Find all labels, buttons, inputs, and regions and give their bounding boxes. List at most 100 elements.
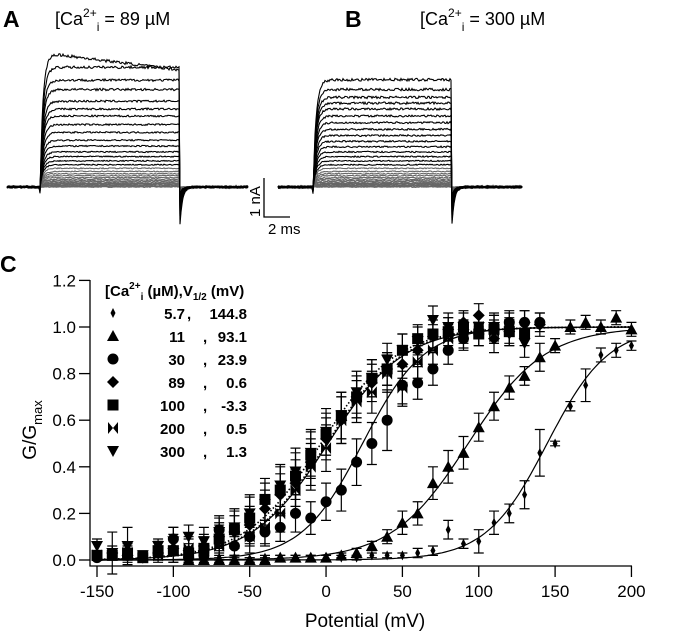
data-point-small-diamond xyxy=(430,545,436,556)
legend-comma: , xyxy=(203,421,207,438)
data-point-triangle-down xyxy=(197,536,210,548)
y-tick-label: 0.0 xyxy=(52,551,76,570)
data-points xyxy=(91,303,638,575)
data-point-triangle-up xyxy=(320,551,333,563)
data-point-triangle-up xyxy=(228,554,241,565)
data-point-triangle-down xyxy=(488,322,501,333)
data-point-triangle-up xyxy=(381,530,394,542)
panel-a-title: [Ca2+i = 89 µM xyxy=(55,6,170,34)
data-point-triangle-up xyxy=(304,551,317,563)
data-point-triangle-down xyxy=(320,426,333,438)
x-tick-label: 0 xyxy=(321,582,330,601)
fit-curve-200 xyxy=(97,326,632,561)
data-point-triangle-down xyxy=(91,541,103,553)
data-point-small-diamond xyxy=(506,508,512,519)
data-point-triangle-down xyxy=(228,522,241,534)
data-point-circle xyxy=(305,512,317,524)
data-point-circle xyxy=(351,456,363,468)
data-point-triangle-up xyxy=(396,516,409,528)
data-point-triangle-up xyxy=(426,477,439,489)
scale-bar-current: 1 nA xyxy=(247,186,264,217)
data-point-circle xyxy=(335,484,347,496)
data-point-triangle-up xyxy=(625,323,638,335)
data-point-triangle-up xyxy=(594,321,607,332)
legend-comma: , xyxy=(203,398,207,415)
legend-conc: 300 xyxy=(160,444,185,461)
data-point-bowtie xyxy=(427,344,438,357)
data-point-triangle-up xyxy=(518,369,531,381)
panel-label-b: B xyxy=(345,6,362,32)
legend-marker-bowtie xyxy=(108,422,118,434)
legend-conc: 100 xyxy=(160,398,185,415)
axis-lines xyxy=(89,280,632,567)
panel-b-title: [Ca2+i = 300 µM xyxy=(420,6,545,34)
data-point-triangle-down xyxy=(106,548,119,560)
data-point-small-diamond xyxy=(537,447,543,458)
x-tick-label: 100 xyxy=(465,582,493,601)
legend-vhalf: 1.3 xyxy=(226,444,247,461)
data-point-bowtie xyxy=(244,530,255,543)
data-point-small-diamond xyxy=(460,538,466,549)
panel-b-traces xyxy=(277,77,523,224)
legend-marker-square xyxy=(107,399,119,411)
legend-comma: , xyxy=(203,375,207,392)
legend-marker-triangle-down xyxy=(107,446,119,457)
y-tick-label: 0.6 xyxy=(52,411,76,430)
y-tick-label: 1.2 xyxy=(52,271,76,290)
legend-marker-small-diamond xyxy=(110,308,116,318)
legend-conc: 11 xyxy=(169,329,185,346)
data-point-small-diamond xyxy=(598,349,604,360)
data-point-triangle-up xyxy=(457,446,470,458)
data-point-triangle-down xyxy=(289,466,302,478)
data-point-circle xyxy=(427,363,439,375)
data-point-triangle-up xyxy=(289,551,302,563)
current-trace xyxy=(6,52,249,225)
legend-vhalf: -3.3 xyxy=(221,398,247,415)
legend: [Ca2+i (µM),V1/2 (mV) 5.7, 144.811, 93.130… xyxy=(105,281,247,461)
data-point-triangle-down xyxy=(182,531,195,543)
data-point-triangle-down xyxy=(304,447,317,459)
data-point-triangle-up xyxy=(549,339,562,351)
data-point-circle xyxy=(412,377,424,389)
data-point-bowtie xyxy=(259,521,270,534)
data-point-triangle-down xyxy=(167,536,180,548)
data-point-triangle-down xyxy=(213,527,226,539)
data-point-small-diamond xyxy=(522,489,528,500)
data-point-triangle-up xyxy=(274,551,287,563)
data-point-triangle-up xyxy=(472,421,485,433)
data-point-triangle-down xyxy=(472,322,485,333)
legend-marker-diamond xyxy=(107,376,119,388)
x-tick-label: 50 xyxy=(393,582,412,601)
current-trace xyxy=(277,77,523,224)
data-point-small-diamond xyxy=(476,536,482,547)
data-point-triangle-down xyxy=(518,338,531,350)
data-point-triangle-up xyxy=(411,507,424,519)
data-point-bowtie xyxy=(412,355,423,368)
legend-conc: 30 xyxy=(168,352,185,369)
data-point-small-diamond xyxy=(399,550,405,561)
legend-comma: , xyxy=(203,329,207,346)
legend-marker-triangle-up xyxy=(107,330,119,341)
data-point-triangle-down xyxy=(426,315,439,327)
data-point-triangle-down xyxy=(258,499,271,511)
data-point-triangle-down xyxy=(411,335,424,347)
x-tick-label: -150 xyxy=(80,582,114,601)
y-axis-label: G/Gmax xyxy=(20,400,45,460)
legend-vhalf: 0.6 xyxy=(226,375,247,392)
x-tick-label: 150 xyxy=(541,582,569,601)
data-point-circle xyxy=(320,496,332,508)
legend-comma: , xyxy=(187,306,191,323)
x-tick-label: -50 xyxy=(237,582,262,601)
y-tick-label: 0.8 xyxy=(52,365,76,384)
data-point-triangle-down xyxy=(396,345,409,357)
legend-vhalf: 0.5 xyxy=(226,421,247,438)
y-tick-label: 0.4 xyxy=(52,458,76,477)
gv-axes: -150 -100 -50 0 50 100 150 200 0.0 0.2 0.4 0.6 0.8 1.… xyxy=(52,271,645,601)
data-point-triangle-up xyxy=(258,554,271,565)
data-point-triangle-down xyxy=(121,541,134,553)
data-point-circle xyxy=(381,414,393,426)
current-trace xyxy=(6,64,249,220)
data-point-small-diamond xyxy=(567,401,573,412)
data-point-bowtie xyxy=(397,381,408,394)
